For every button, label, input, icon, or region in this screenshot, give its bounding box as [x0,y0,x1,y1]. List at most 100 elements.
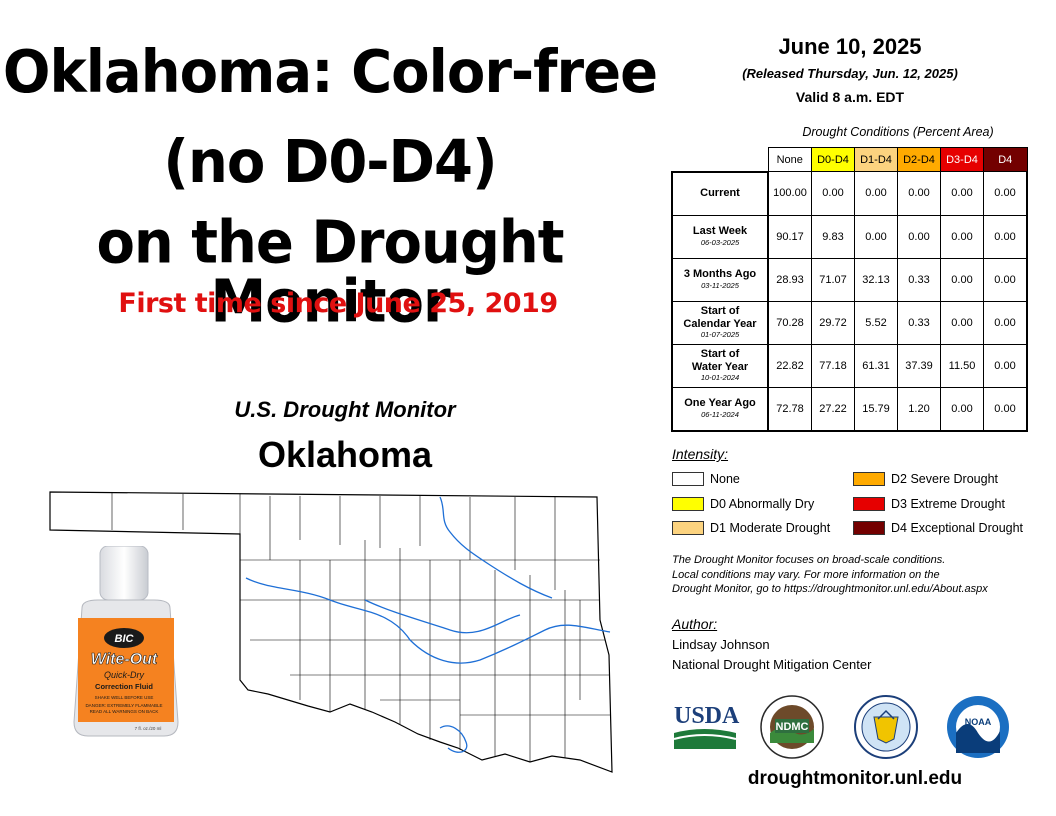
legend-item: D2 Severe Drought [853,472,998,486]
note-line-2: Local conditions may vary. For more info… [672,568,940,581]
legend-swatch [853,472,885,486]
table-cell: 32.13 [854,257,898,302]
row-label: Start of Water Year 10-01-2024 [671,343,769,388]
row-label: 3 Months Ago 03-11-2025 [671,257,769,302]
legend-swatch [672,521,704,535]
column-header-d4: D4 [983,147,1028,172]
author-organization: National Drought Mitigation Center [672,657,872,672]
legend-title: Intensity: [672,446,729,462]
row-label: Current [671,170,769,216]
table-cell: 0.00 [897,214,941,259]
table-row: Start of Water Year 10-01-2024 22.82 77.18 61… [671,343,1028,388]
bottle-warning-1: DANGER: EXTREMELY FLAMMABLE [85,703,162,708]
table-cell: 0.00 [983,343,1028,388]
wite-out-bottle-image: BIC Wite-Out Quick-Dry Correction Fluid … [73,546,179,737]
table-cell: 15.79 [854,386,898,432]
drought-statistics-table: None D0-D4 D1-D4 D2-D4 D3-D4 D4 Current 100.00… [671,147,1028,432]
table-cell: 0.00 [983,171,1028,216]
table-cell: 0.00 [983,257,1028,302]
disclaimer-note: The Drought Monitor focuses on broad-sca… [672,553,1042,597]
bottle-brand: BIC [115,633,135,645]
row-date: 06-03-2025 [700,238,740,247]
row-label: One Year Ago 06-11-2024 [671,386,769,432]
row-label-line-1: 3 Months Ago [683,268,757,281]
legend-swatch [853,497,885,511]
table-cell: 29.72 [811,300,855,345]
noaa-logo: NOAA [947,696,1009,758]
legend-label: None [710,472,740,486]
table-cell: 0.00 [940,386,984,432]
table-cell: 27.22 [811,386,855,432]
table-cell: 71.07 [811,257,855,302]
bottle-variant: Quick-Dry [104,670,144,680]
row-date: 10-01-2024 [700,373,740,383]
row-label-line-1: Current [700,187,740,200]
map-title: U.S. Drought Monitor [234,397,456,422]
table-cell: 100.00 [767,171,812,216]
table-cell: 37.39 [897,343,941,388]
author-title: Author: [672,616,718,632]
headline-line-3: on the Drought Monitor [96,208,564,336]
usda-logo: USDA [673,703,740,749]
column-header-d1-d4: D1-D4 [854,147,898,172]
bottle-shake-text: SHAKE WELL BEFORE USE [95,695,154,700]
table-cell: 5.52 [854,300,898,345]
column-header-d3-d4: D3-D4 [940,147,984,172]
table-cell: 0.33 [897,257,941,302]
legend-item: D3 Extreme Drought [853,497,1005,511]
bottle-product: Wite-Out [91,651,158,668]
table-caption: Drought Conditions (Percent Area) [802,125,994,139]
legend-item: D1 Moderate Drought [672,521,830,535]
table-cell: 61.31 [854,343,898,388]
row-label-line-1: Start of [700,305,740,318]
table-row: Current 100.00 0.00 0.00 0.00 0.00 0.00 [671,170,1028,216]
legend-swatch [672,497,704,511]
table-row: Last Week 06-03-2025 90.17 9.83 0.00 0.00 0.00… [671,214,1028,259]
ndmc-logo: NDMC [760,695,824,759]
headline-line-2: (no D0-D4) [163,128,497,197]
valid-time: Valid 8 a.m. EDT [795,89,905,105]
table-cell: 28.93 [767,257,812,302]
row-label-line-1: Start of [700,348,740,361]
row-label-line-1: Last Week [692,225,748,238]
legend-item: D4 Exceptional Drought [853,521,1023,535]
legend-swatch [672,472,704,486]
legend-label: D1 Moderate Drought [710,521,831,535]
legend-label: D0 Abnormally Dry [710,497,815,511]
legend-label: D4 Exceptional Drought [891,521,1024,535]
legend-item: D0 Abnormally Dry [672,497,814,511]
table-cell: 1.20 [897,386,941,432]
table-cell: 70.28 [767,300,812,345]
note-line-3: Drought Monitor, go to https://droughtmo… [672,583,988,596]
table-corner [672,147,769,173]
author-name: Lindsay Johnson [672,637,770,652]
table-cell: 0.00 [854,171,898,216]
website-link[interactable]: droughtmonitor.unl.edu [747,768,963,789]
map-state-name: Oklahoma [257,434,433,475]
table-cell: 0.00 [940,300,984,345]
table-cell: 0.00 [940,214,984,259]
table-cell: 0.00 [983,214,1028,259]
release-date: (Released Thursday, Jun. 12, 2025) [742,66,958,81]
noaa-logo-text: NOAA [965,717,992,727]
table-cell: 0.00 [940,171,984,216]
row-label: Start of Calendar Year 01-07-2025 [671,300,769,345]
bottle-warning-2: READ ALL WARNINGS ON BACK [90,709,159,714]
county-lines [111,493,610,762]
legend-label: D3 Extreme Drought [891,497,1005,511]
agency-logos: USDA NDMC NOAA [673,695,1009,759]
bottle-type: Correction Fluid [95,682,153,691]
usda-logo-text: USDA [674,703,740,729]
row-label-line-2: Water Year [691,360,749,373]
column-header-d0-d4: D0-D4 [811,147,855,172]
table-body: Current 100.00 0.00 0.00 0.00 0.00 0.00 Last We… [671,170,1028,432]
table-cell: 9.83 [811,214,855,259]
table-cell: 0.00 [811,171,855,216]
table-cell: 22.82 [767,343,812,388]
note-line-1: The Drought Monitor focuses on broad-sca… [672,554,946,566]
report-date: June 10, 2025 [778,34,922,59]
rivers [245,496,611,753]
table-cell: 0.00 [897,171,941,216]
legend-swatch [853,521,885,535]
row-date: 01-07-2025 [700,330,740,340]
